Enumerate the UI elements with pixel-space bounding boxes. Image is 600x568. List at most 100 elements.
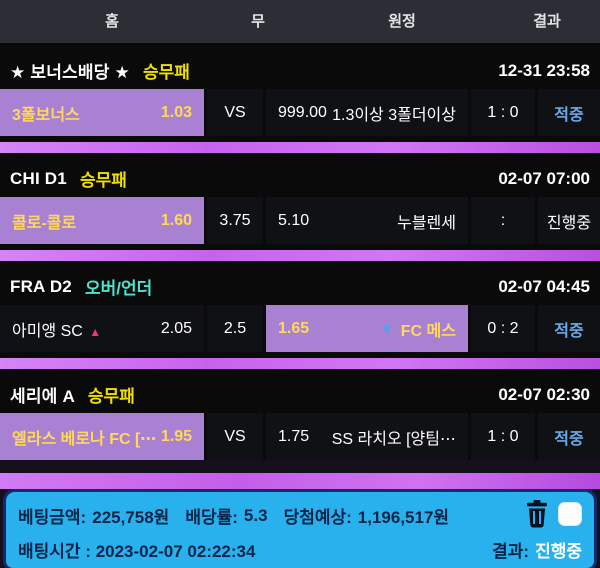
match-title-row: CHI D1 승무패 02-07 07:00 — [0, 160, 600, 197]
line-value: 2.5 — [223, 319, 247, 337]
score-cell: 1 : 0 — [471, 89, 535, 136]
away-name: 누블렌세 — [397, 214, 456, 232]
column-header-draw: 무 — [251, 13, 265, 30]
under-pick-cell[interactable]: 1.65 ▼ FC 메스 — [266, 305, 468, 352]
away-odds: 1.75 — [278, 427, 310, 445]
market-type: 승무패 — [87, 387, 135, 406]
expected-win-value: 1,196,517원 — [357, 508, 450, 527]
result-status: 진행중 — [546, 214, 592, 232]
bet-row: 엘라스 베로나 FC [⋯ 1.95 VS 1.75 SS 라치오 [양팀⋯ 1… — [0, 413, 600, 460]
select-checkbox[interactable] — [558, 502, 582, 526]
result-cell: 적중 — [538, 305, 600, 352]
match-block-chi-d1: CHI D1 승무패 02-07 07:00 콜로-콜로 1.60 3.75 5… — [0, 160, 600, 244]
match-time: 02-07 02:30 — [498, 384, 590, 404]
over-pick-cell[interactable]: 아미앵 SC ▲ 2.05 — [0, 305, 204, 352]
home-name: 콜로-콜로 — [12, 214, 77, 232]
league-name: CHI D1 — [10, 168, 67, 188]
score-cell: 1 : 0 — [471, 413, 535, 460]
away-pick-cell[interactable]: 999.00 1.3이상 3폴더이상 — [266, 89, 468, 136]
bet-row: 아미앵 SC ▲ 2.05 2.5 1.65 ▼ FC 메스 0 : 2 적중 — [0, 305, 600, 352]
score-cell: 0 : 2 — [471, 305, 535, 352]
bet-amount-label: 베팅금액: — [18, 508, 87, 527]
bet-row: 콜로-콜로 1.60 3.75 5.10 누블렌세 : 진행중 — [0, 197, 600, 244]
score-value: 1 : 0 — [487, 103, 519, 121]
home-odds: 1.60 — [160, 211, 192, 229]
away-pick-cell[interactable]: 1.75 SS 라치오 [양팀⋯ — [266, 413, 468, 460]
line-cell: 2.5 — [207, 305, 263, 352]
bet-summary: 베팅금액: 225,758원 배당률: 5.3 당첨예상: 1,196,517원 — [18, 499, 525, 528]
home-pick-cell[interactable]: 3폴보너스 1.03 — [0, 89, 204, 136]
match-block-bonus: ★ 보너스배당 ★ 승무패 12-31 23:58 3폴보너스 1.03 VS … — [0, 52, 600, 136]
home-odds: 1.03 — [160, 103, 192, 121]
bet-result-value: 진행중 — [535, 542, 582, 561]
draw-cell[interactable]: VS — [207, 413, 263, 460]
bet-time-label: 배팅시간 : — [18, 542, 91, 561]
match-title-row: ★ 보너스배당 ★ 승무패 12-31 23:58 — [0, 52, 600, 89]
away-name: SS 라치오 [양팀⋯ — [331, 430, 456, 448]
league-name: ★ 보너스배당 ★ — [10, 63, 130, 82]
purple-divider-band — [0, 473, 600, 489]
league-name: FRA D2 — [10, 276, 72, 296]
away-name: FC 메스 — [400, 322, 456, 340]
home-name: 아미앵 SC ▲ — [12, 322, 102, 340]
away-name-group: ▼ FC 메스 — [379, 317, 456, 341]
score-cell: : — [471, 197, 535, 244]
market-type: 승무패 — [142, 63, 190, 82]
over-odds: 2.05 — [160, 319, 192, 337]
draw-cell[interactable]: VS — [207, 89, 263, 136]
draw-value: VS — [224, 103, 246, 121]
trend-up-icon: ▲ — [89, 324, 102, 339]
result-cell: 진행중 — [538, 197, 600, 244]
match-time: 12-31 23:58 — [498, 60, 590, 80]
bet-time: 배팅시간 : 2023-02-07 02:22:34 — [18, 537, 255, 562]
away-odds: 5.10 — [278, 211, 310, 229]
column-header-home: 홈 — [105, 13, 119, 30]
bet-time-value: 2023-02-07 02:22:34 — [95, 542, 256, 561]
score-value: 0 : 2 — [487, 319, 519, 337]
column-header-result: 결과 — [533, 13, 561, 30]
odds-rate-label: 배당률: — [185, 508, 238, 527]
match-time: 02-07 07:00 — [498, 168, 590, 188]
away-odds: 999.00 — [278, 103, 327, 121]
under-odds: 1.65 — [278, 319, 310, 337]
market-type: 오버/언더 — [84, 279, 153, 298]
column-header-bar: 홈 무 원정 결과 — [0, 0, 600, 45]
bet-amount-value: 225,758원 — [92, 508, 170, 527]
home-pick-cell[interactable]: 엘라스 베로나 FC [⋯ 1.95 — [0, 413, 204, 460]
match-block-serie-a: 세리에 A 승무패 02-07 02:30 엘라스 베로나 FC [⋯ 1.95… — [0, 376, 600, 460]
result-status: 적중 — [554, 106, 584, 124]
draw-odds: 3.75 — [219, 211, 251, 229]
market-type: 승무패 — [79, 171, 127, 190]
result-status: 적중 — [554, 430, 584, 448]
purple-divider — [0, 142, 600, 153]
draw-odds-cell[interactable]: 3.75 — [207, 197, 263, 244]
purple-divider — [0, 358, 600, 369]
match-time: 02-07 04:45 — [498, 276, 590, 296]
away-name: 1.3이상 3폴더이상 — [332, 106, 456, 124]
odds-rate-value: 5.3 — [243, 505, 268, 525]
trend-down-icon: ▼ — [380, 321, 393, 336]
match-title-row: FRA D2 오버/언더 02-07 04:45 — [0, 268, 600, 305]
score-value: 1 : 0 — [487, 427, 519, 445]
league-name: 세리에 A — [10, 387, 75, 406]
result-cell: 적중 — [538, 413, 600, 460]
column-header-away: 원정 — [388, 13, 416, 30]
bet-result: 결과: 진행중 — [492, 537, 582, 562]
home-odds: 1.95 — [160, 427, 192, 445]
purple-divider — [0, 250, 600, 261]
bet-slip-card: 베팅금액: 225,758원 배당률: 5.3 당첨예상: 1,196,517원 — [3, 489, 597, 568]
expected-win-label: 당첨예상: — [283, 508, 352, 527]
score-value: : — [500, 211, 506, 229]
delete-trash-icon[interactable] — [525, 500, 549, 528]
match-title-row: 세리에 A 승무패 02-07 02:30 — [0, 376, 600, 413]
match-block-fra-d2: FRA D2 오버/언더 02-07 04:45 아미앵 SC ▲ 2.05 2… — [0, 268, 600, 352]
home-name: 3폴보너스 — [12, 106, 80, 124]
result-cell: 적중 — [538, 89, 600, 136]
home-name: 엘라스 베로나 FC [⋯ — [12, 430, 157, 448]
bet-slip-section: 베팅금액: 225,758원 배당률: 5.3 당첨예상: 1,196,517원 — [0, 460, 600, 568]
away-pick-cell[interactable]: 5.10 누블렌세 — [266, 197, 468, 244]
bet-row: 3폴보너스 1.03 VS 999.00 1.3이상 3폴더이상 1 : 0 적… — [0, 89, 600, 136]
bet-result-label: 결과: — [492, 542, 530, 561]
draw-value: VS — [224, 427, 246, 445]
home-pick-cell[interactable]: 콜로-콜로 1.60 — [0, 197, 204, 244]
